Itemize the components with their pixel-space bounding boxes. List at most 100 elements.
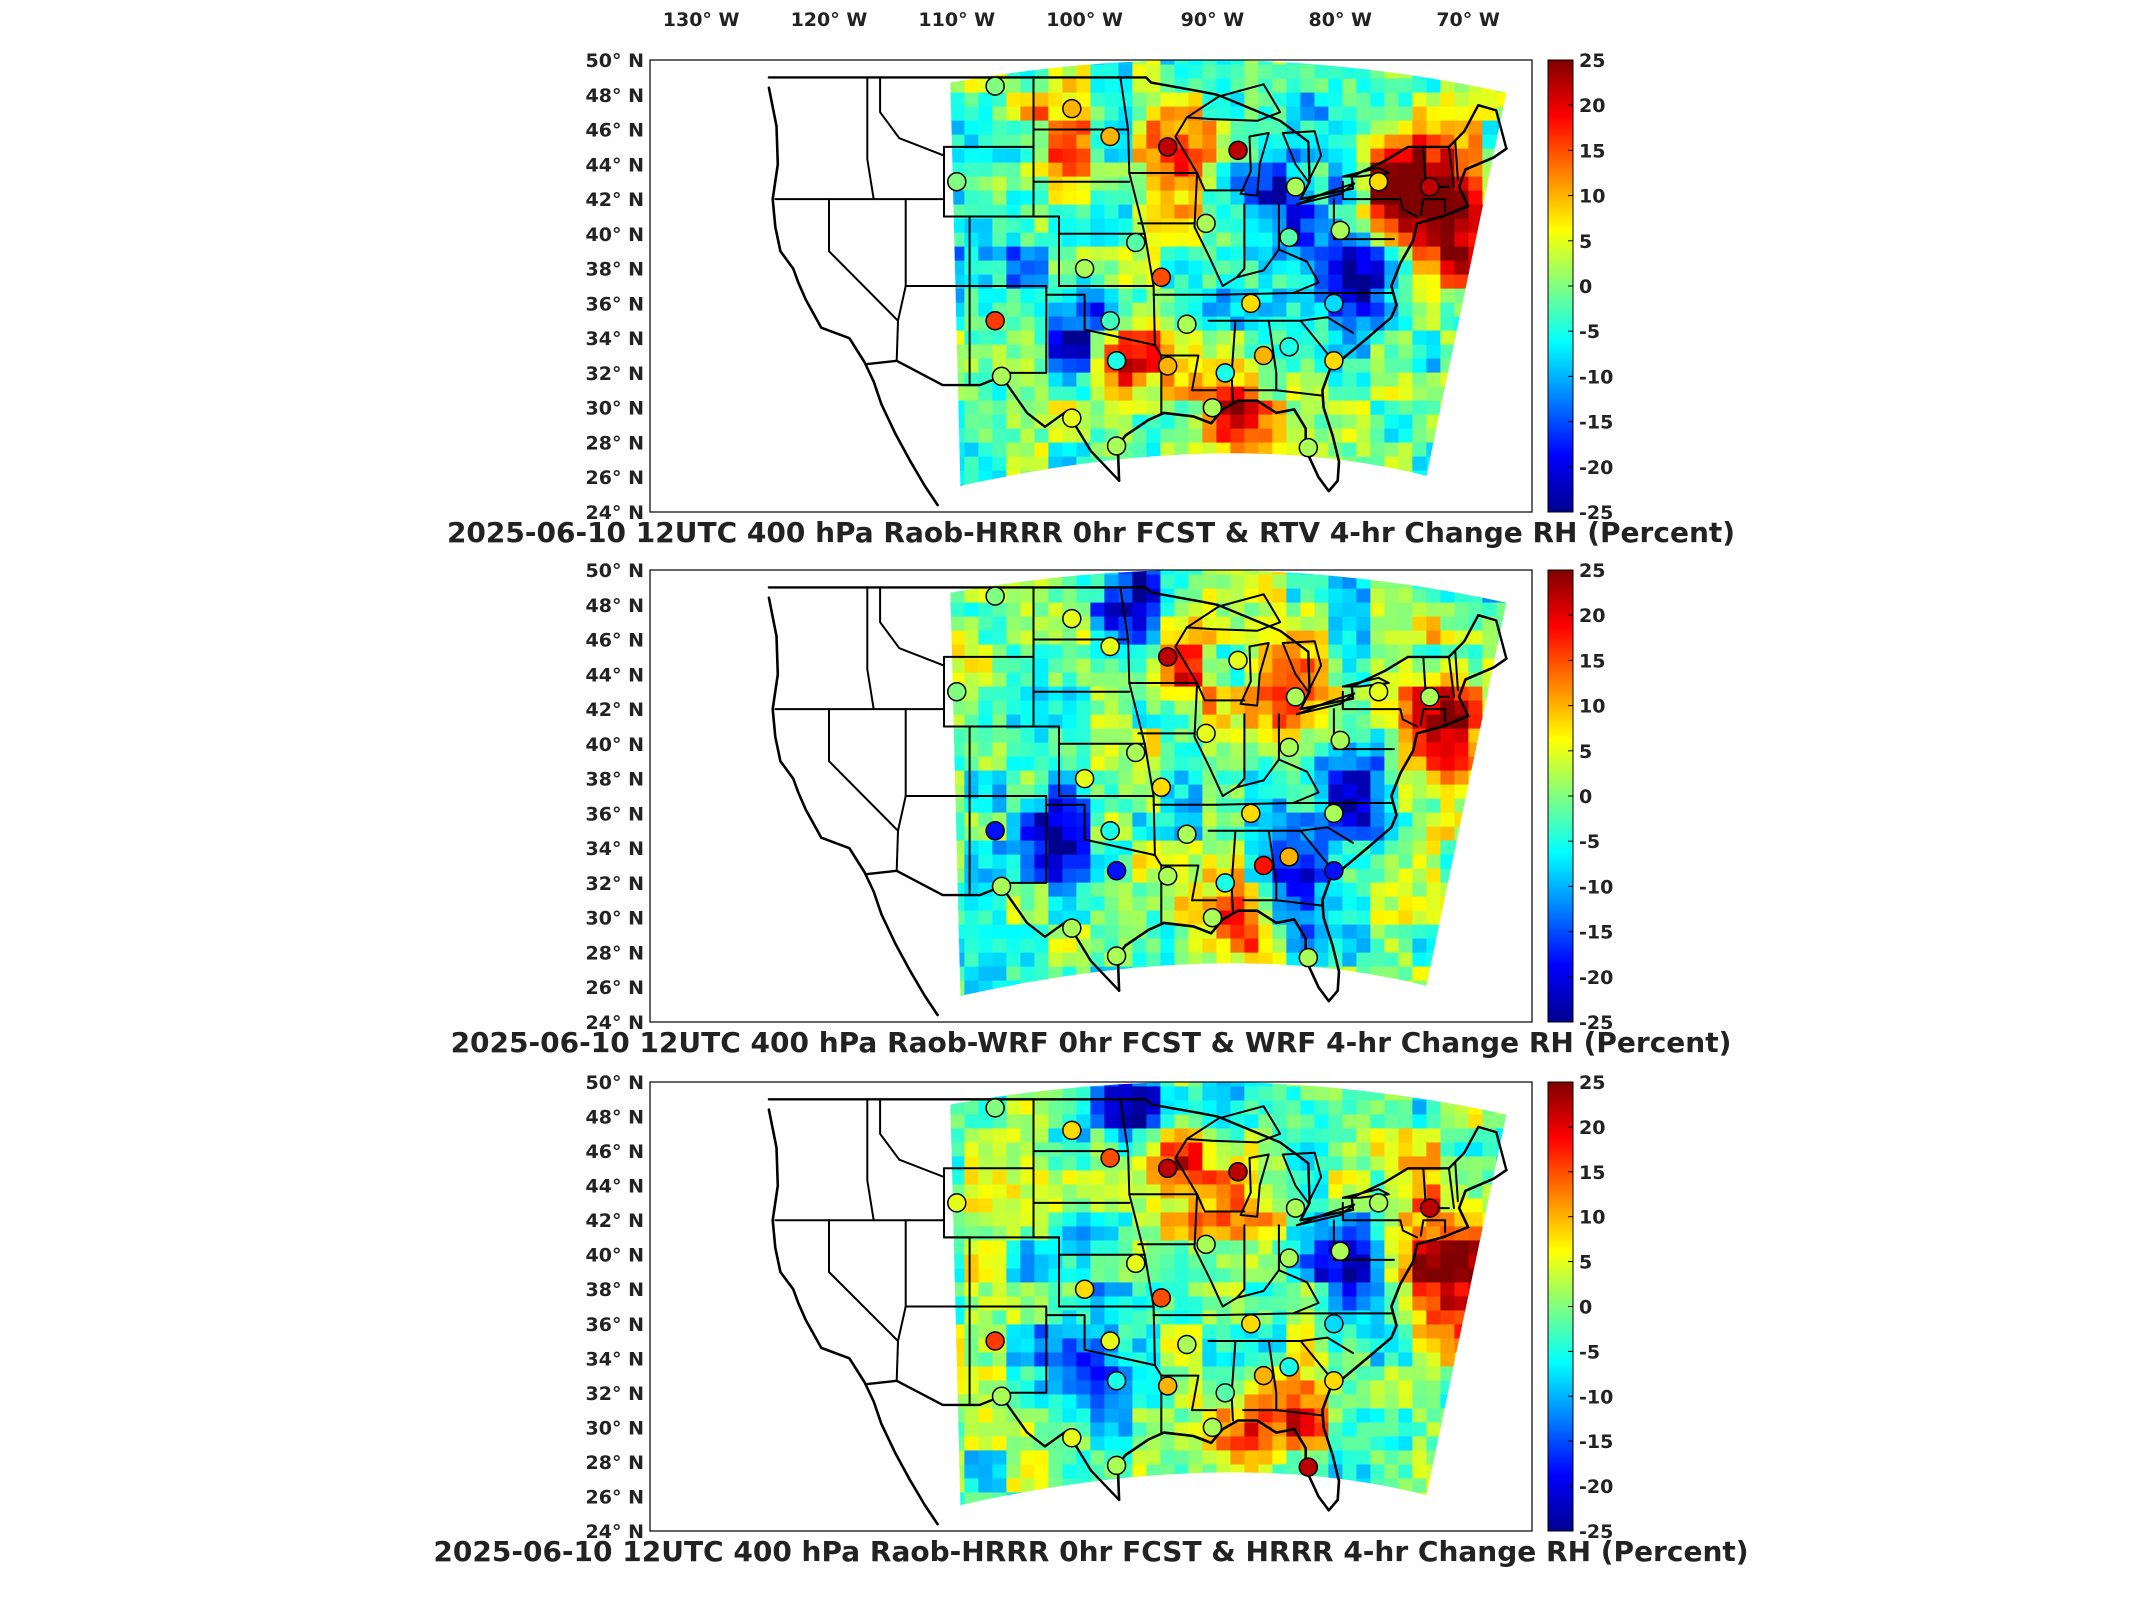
- station-marker: [1215, 363, 1235, 383]
- station-marker: [1279, 1357, 1299, 1377]
- colorbar-tick-label: -20: [1579, 457, 1613, 479]
- station-marker: [985, 311, 1005, 331]
- latitude-tick-label: 30° N: [586, 398, 644, 420]
- station-marker: [1368, 1193, 1389, 1213]
- colorbar-tick-label: 25: [1579, 1072, 1605, 1094]
- latitude-tick-label: 44° N: [586, 1176, 644, 1198]
- latitude-tick-label: 28° N: [586, 432, 644, 454]
- latitude-tick-label: 32° N: [586, 1383, 644, 1405]
- latitude-tick-label: 46° N: [586, 1141, 644, 1163]
- station-marker: [947, 171, 967, 192]
- map-panel-1: 50° N 48° N 46° N 44° N 42° N 40° N 38° N 36° N…: [447, 50, 1735, 549]
- station-marker: [1062, 918, 1082, 938]
- latitude-tick-label: 48° N: [586, 1107, 644, 1129]
- colorbar-tick-label: 15: [1579, 650, 1605, 672]
- map-panel-3: 50° N 48° N 46° N 44° N 42° N 40° N 38° N 36° N…: [433, 1072, 1748, 1568]
- station-marker: [1298, 947, 1319, 968]
- latitude-tick-label: 40° N: [586, 1245, 644, 1267]
- station-marker: [1241, 803, 1261, 824]
- colorbar-tick-label: -15: [1579, 412, 1613, 434]
- latitude-tick-label: 38° N: [586, 1279, 644, 1301]
- latitude-tick-label: 40° N: [586, 224, 644, 246]
- panel-title: 2025-06-10 12UTC 400 hPa Raob-HRRR 0hr F…: [447, 516, 1735, 549]
- map-frame: [649, 569, 1533, 1023]
- latitude-tick-label: 44° N: [586, 664, 644, 686]
- station-marker: [985, 1098, 1005, 1118]
- latitude-tick-label: 36° N: [586, 803, 644, 825]
- colorbar-tick-label: 10: [1579, 1207, 1605, 1229]
- station-marker: [985, 586, 1005, 606]
- longitude-tick-label: 130° W: [663, 9, 740, 31]
- station-marker: [1125, 1253, 1146, 1274]
- station-marker: [1125, 232, 1146, 253]
- station-marker: [991, 1386, 1012, 1407]
- station-marker: [1324, 1371, 1344, 1391]
- latitude-tick-label: 32° N: [586, 873, 644, 895]
- station-marker: [1074, 258, 1095, 279]
- colorbar: [1547, 1081, 1574, 1532]
- latitude-tick-label: 50° N: [586, 50, 644, 72]
- latitude-tick-label: 24° N: [586, 1521, 644, 1543]
- rh-change-field: [950, 60, 1507, 486]
- station-marker: [1228, 140, 1248, 161]
- station-marker: [1324, 1314, 1344, 1334]
- latitude-tick-label: 46° N: [586, 630, 644, 652]
- station-marker: [1157, 356, 1178, 376]
- station-marker: [1157, 137, 1178, 157]
- station-marker: [1279, 227, 1299, 248]
- station-marker: [1324, 351, 1344, 371]
- station-marker: [1253, 1365, 1274, 1386]
- raob-stations: [947, 1098, 1440, 1477]
- station-marker: [1419, 177, 1440, 197]
- station-marker: [1330, 730, 1351, 751]
- station-marker: [1196, 723, 1216, 744]
- colorbar-tick-label: 10: [1579, 186, 1605, 208]
- station-marker: [1100, 1331, 1120, 1351]
- latitude-tick-label: 24° N: [586, 502, 644, 524]
- colorbar-tick-label: 20: [1579, 95, 1605, 117]
- station-marker: [947, 1193, 967, 1213]
- longitude-tick-label: 90° W: [1181, 9, 1245, 31]
- station-marker: [1100, 1148, 1120, 1168]
- station-marker: [1324, 293, 1344, 314]
- station-marker: [1106, 1455, 1127, 1476]
- colorbar-tick-label: -25: [1579, 502, 1613, 524]
- panel-title: 2025-06-10 12UTC 400 hPa Raob-WRF 0hr FC…: [451, 1026, 1732, 1059]
- station-marker: [1177, 1334, 1197, 1355]
- station-marker: [1106, 436, 1127, 456]
- latitude-tick-label: 28° N: [586, 1452, 644, 1474]
- latitude-tick-label: 48° N: [586, 595, 644, 617]
- colorbar-tick-label: 25: [1579, 560, 1605, 582]
- station-marker: [1062, 408, 1082, 428]
- station-marker: [1279, 337, 1299, 357]
- station-marker: [1285, 177, 1306, 197]
- station-marker: [1324, 803, 1344, 824]
- station-marker: [1253, 855, 1274, 876]
- latitude-tick-label: 42° N: [586, 189, 644, 211]
- station-marker: [991, 366, 1012, 387]
- longitude-tick-label: 120° W: [791, 9, 868, 31]
- station-marker: [1324, 861, 1344, 881]
- station-marker: [1177, 824, 1197, 844]
- map-panel-2: 50° N 48° N 46° N 44° N 42° N 40° N 38° N 36° N…: [451, 560, 1732, 1059]
- station-marker: [1330, 220, 1351, 241]
- station-marker: [1279, 847, 1299, 867]
- station-marker: [1279, 737, 1299, 758]
- colorbar-tick-label: -15: [1579, 1431, 1613, 1453]
- station-marker: [1228, 1162, 1248, 1182]
- latitude-tick-label: 24° N: [586, 1012, 644, 1034]
- latitude-tick-label: 30° N: [586, 1417, 644, 1439]
- latitude-tick-label: 48° N: [586, 85, 644, 107]
- station-marker: [1419, 1198, 1440, 1218]
- colorbar-tick-label: 5: [1579, 1252, 1592, 1274]
- station-marker: [1279, 1248, 1299, 1268]
- station-marker: [1062, 1427, 1082, 1448]
- station-marker: [1062, 608, 1082, 629]
- raob-stations: [947, 586, 1440, 968]
- station-marker: [1157, 866, 1178, 886]
- station-marker: [1285, 1198, 1306, 1218]
- station-marker: [1125, 742, 1146, 763]
- station-marker: [1298, 437, 1319, 458]
- latitude-tick-label: 26° N: [586, 977, 644, 999]
